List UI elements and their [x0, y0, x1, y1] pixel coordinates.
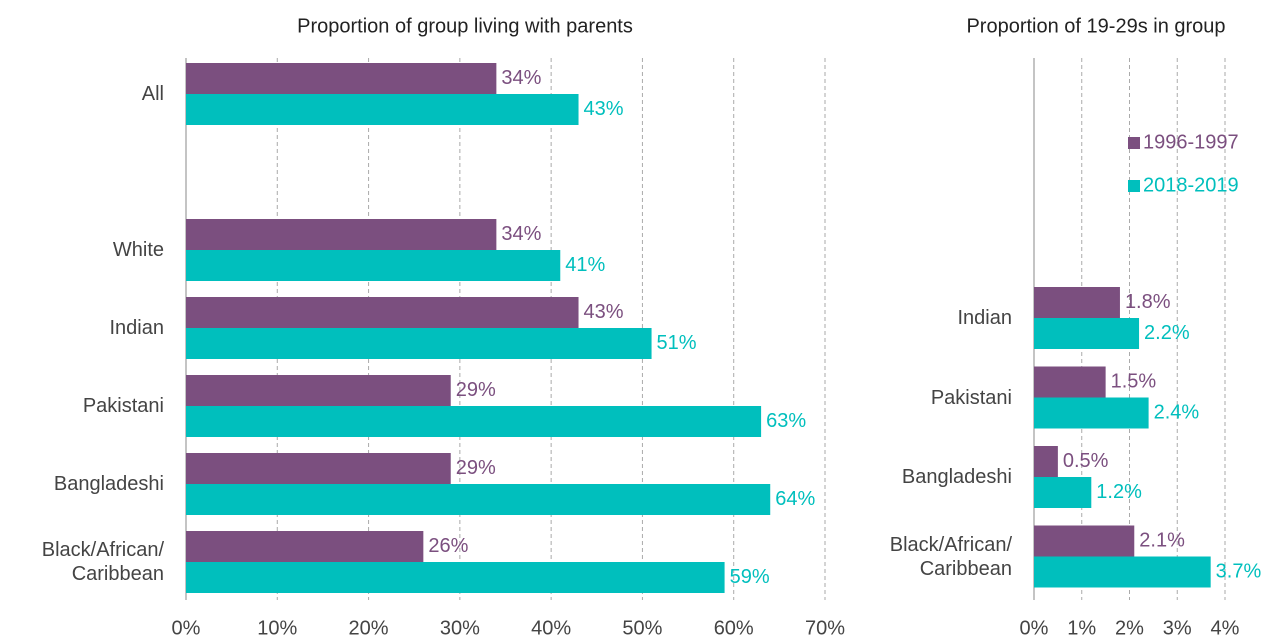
bar: [186, 297, 579, 328]
bar: [1034, 446, 1058, 477]
legend-swatch: [1128, 180, 1140, 192]
value-label: 64%: [775, 488, 815, 510]
value-label: 51%: [657, 332, 697, 354]
bar: [1034, 287, 1120, 318]
bar: [186, 94, 579, 125]
value-label: 29%: [456, 457, 496, 479]
value-label: 2.2%: [1144, 322, 1190, 344]
x-tick-label: 30%: [440, 617, 480, 639]
value-label: 1.8%: [1125, 291, 1171, 313]
bar: [1034, 477, 1092, 508]
bar: [1034, 366, 1106, 398]
legend-label: 1996-1997: [1143, 131, 1239, 153]
category-label: Bangladeshi: [53, 473, 164, 495]
bar: [186, 328, 652, 359]
chart-title: Proportion of group living with parents: [297, 15, 633, 37]
value-label: 2.4%: [1154, 401, 1200, 423]
bar: [186, 562, 725, 593]
x-tick-label: 50%: [622, 617, 662, 639]
bar: [1034, 556, 1211, 588]
category-label: All: [141, 83, 164, 105]
value-label: 43%: [584, 301, 624, 323]
x-tick-label: 4%: [1211, 617, 1240, 639]
category-label: Pakistani: [82, 395, 164, 417]
value-label: 43%: [584, 98, 624, 120]
value-label: 29%: [456, 379, 496, 401]
bar: [186, 406, 762, 437]
bar: [186, 453, 451, 484]
bar: [186, 63, 497, 94]
value-label: 1.5%: [1111, 370, 1157, 392]
value-label: 3.7%: [1216, 560, 1262, 582]
category-label: Bangladeshi: [901, 466, 1012, 488]
value-label: 59%: [730, 566, 770, 588]
value-label: 34%: [501, 223, 541, 245]
x-tick-label: 70%: [805, 617, 845, 639]
category-label: Pakistani: [930, 386, 1012, 409]
x-tick-label: 20%: [349, 617, 389, 639]
category-label: Indian: [109, 317, 165, 339]
x-tick-label: 60%: [714, 617, 754, 639]
value-label: 63%: [766, 410, 806, 432]
value-label: 0.5%: [1063, 450, 1109, 472]
legend-label: 2018-2019: [1143, 174, 1239, 196]
value-label: 2.1%: [1139, 529, 1185, 551]
category-label: Black/African/ Caribbean: [889, 533, 1012, 580]
bar: [186, 219, 497, 250]
x-tick-label: 3%: [1163, 617, 1192, 639]
x-tick-label: 0%: [1020, 617, 1049, 639]
x-tick-label: 10%: [257, 617, 297, 639]
x-tick-label: 0%: [172, 617, 201, 639]
category-label: Black/African/ Caribbean: [41, 539, 164, 585]
bar: [1034, 397, 1149, 429]
x-tick-label: 40%: [531, 617, 571, 639]
value-label: 41%: [565, 254, 605, 276]
legend-swatch: [1128, 137, 1140, 149]
bar: [186, 484, 771, 515]
bar: [1034, 318, 1140, 349]
value-label: 26%: [428, 535, 468, 557]
category-label: White: [112, 239, 164, 261]
bar: [186, 375, 451, 406]
value-label: 34%: [501, 67, 541, 89]
x-tick-label: 2%: [1115, 617, 1144, 639]
bar: [1034, 525, 1135, 557]
value-label: 1.2%: [1096, 481, 1142, 503]
chart-title: Proportion of 19-29s in group: [966, 15, 1225, 37]
category-label: Indian: [957, 307, 1013, 329]
bar: [186, 531, 424, 562]
bar: [186, 250, 561, 281]
x-tick-label: 1%: [1067, 617, 1096, 639]
